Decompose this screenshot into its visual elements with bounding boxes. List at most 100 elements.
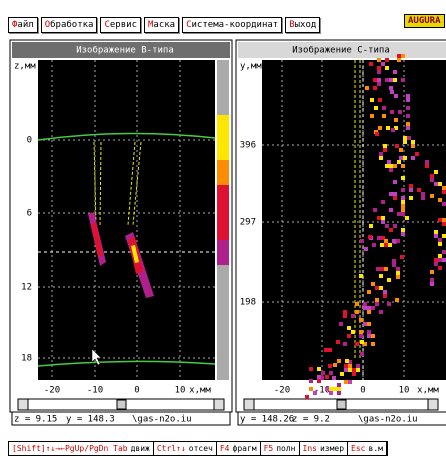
echo-pixel [394, 94, 398, 98]
echo-pixel [396, 271, 400, 275]
echo-pixel [378, 98, 382, 102]
echo-pixel [430, 194, 434, 198]
echo-pixel [337, 383, 341, 387]
echo-pixel [385, 78, 389, 82]
echo-pixel [377, 58, 381, 62]
echo-pixel [389, 168, 393, 172]
echo-pixel [401, 204, 405, 208]
echo-pixel [375, 298, 379, 302]
echo-pixel [360, 352, 364, 356]
echo-pixel [425, 160, 429, 164]
echo-pixel [405, 216, 409, 220]
help-key: F4 [220, 444, 230, 453]
status-field: \gas-n2o.iu [132, 415, 192, 425]
echo-pixel [399, 156, 403, 160]
echo-pixel [351, 330, 355, 334]
echo-pixel [442, 202, 446, 206]
help-text: полн [276, 444, 295, 453]
echo-pixel [395, 298, 399, 302]
echo-pixel [355, 342, 359, 346]
echo-pixel [442, 258, 446, 262]
echo-pixel [317, 367, 321, 371]
echo-pixel [383, 148, 387, 152]
echo-pixel [434, 230, 438, 234]
echo-pixel [417, 188, 421, 192]
echo-pixel [390, 110, 394, 114]
echo-pixel [393, 70, 397, 74]
echo-pixel [332, 376, 336, 380]
echo-pixel [389, 208, 393, 212]
echo-pixel [396, 267, 400, 271]
echo-pixel [372, 243, 376, 247]
echo-pixel [383, 290, 387, 294]
echo-pixel [355, 310, 359, 314]
echo-pixel [401, 54, 405, 58]
echo-pixel [343, 342, 347, 346]
y-tick-label: 6 [27, 209, 32, 219]
echo-pixel [360, 340, 364, 344]
echo-pixel [381, 200, 385, 204]
status-field: y = 148.26 [240, 415, 294, 425]
help-item: F4фрагм [217, 442, 261, 455]
echo-pixel [442, 186, 446, 190]
help-item: Insизмер [300, 442, 349, 455]
echo-pixel [373, 86, 377, 90]
echo-pixel [385, 66, 389, 70]
x-tick-label: 0 [360, 386, 365, 396]
color-bar [217, 115, 229, 160]
echo-pixel [376, 267, 380, 271]
echo-pixel [359, 330, 363, 334]
echo-pixel [381, 216, 385, 220]
echo-pixel [398, 110, 402, 114]
echo-pixel [391, 128, 395, 132]
echo-pixel [401, 188, 405, 192]
color-bar [217, 240, 229, 265]
echo-pixel [430, 174, 434, 178]
echo-pixel [389, 192, 393, 196]
echo-pixel [379, 310, 383, 314]
echo-pixel [434, 262, 438, 266]
echo-pixel [373, 208, 377, 212]
echo-pixel [344, 368, 348, 372]
echo-pixel [406, 94, 410, 98]
y-tick-label: 12 [21, 283, 32, 293]
echo-pixel [397, 160, 401, 164]
echo-pixel [393, 78, 397, 82]
x-tick-label: -10 [87, 386, 103, 396]
echo-pixel [401, 228, 405, 232]
echo-pixel [434, 258, 438, 262]
echo-pixel [379, 156, 383, 160]
echo-pixel [382, 114, 386, 118]
echo-pixel [309, 387, 313, 391]
echo-pixel [409, 188, 413, 192]
echo-pixel [359, 318, 363, 322]
echo-pixel [367, 306, 371, 310]
echo-pixel [336, 340, 340, 344]
help-key: Ctrl↑↓ [157, 444, 186, 453]
x-tick-label: -20 [274, 386, 290, 396]
echo-pixel [356, 368, 360, 372]
color-bar [217, 265, 229, 380]
echo-pixel [399, 148, 403, 152]
echo-pixel [397, 54, 401, 58]
echo-pixel [442, 234, 446, 238]
echo-pixel [393, 196, 397, 200]
echo-pixel [403, 140, 407, 144]
echo-pixel [348, 364, 352, 368]
echo-pixel [390, 90, 394, 94]
echo-pixel [325, 375, 329, 379]
echo-pixel [442, 218, 446, 222]
echo-pixel [401, 232, 405, 236]
echo-pixel [344, 380, 348, 384]
echo-pixel [401, 212, 405, 216]
color-bar [217, 185, 229, 240]
plot-area [38, 60, 215, 380]
echo-pixel [393, 180, 397, 184]
help-text: фрагм [233, 444, 257, 453]
echo-pixel [377, 236, 381, 240]
scroll-thumb [117, 400, 126, 409]
echo-pixel [401, 200, 405, 204]
scroll-left [244, 399, 254, 410]
echo-pixel [397, 58, 401, 62]
x-axis-label: x,мм [189, 386, 211, 396]
